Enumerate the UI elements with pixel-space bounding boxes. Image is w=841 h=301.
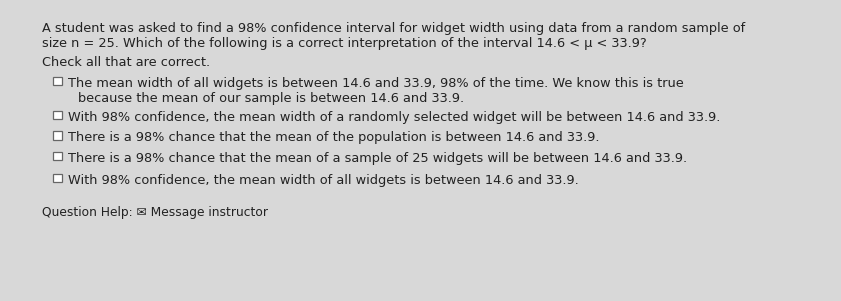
Text: With 98% confidence, the mean width of all widgets is between 14.6 and 33.9.: With 98% confidence, the mean width of a… <box>68 174 579 187</box>
Text: Question Help: ✉ Message instructor: Question Help: ✉ Message instructor <box>42 206 268 219</box>
Bar <box>54 152 62 160</box>
Bar <box>54 110 62 119</box>
Text: The mean width of all widgets is between 14.6 and 33.9, 98% of the time. We know: The mean width of all widgets is between… <box>68 77 685 90</box>
Text: size n = 25. Which of the following is a correct interpretation of the interval : size n = 25. Which of the following is a… <box>42 37 647 50</box>
Bar <box>54 77 62 85</box>
Bar <box>54 174 62 182</box>
Text: Check all that are correct.: Check all that are correct. <box>42 56 210 69</box>
Text: There is a 98% chance that the mean of the population is between 14.6 and 33.9.: There is a 98% chance that the mean of t… <box>68 131 600 144</box>
Text: With 98% confidence, the mean width of a randomly selected widget will be betwee: With 98% confidence, the mean width of a… <box>68 110 721 123</box>
Text: There is a 98% chance that the mean of a sample of 25 widgets will be between 14: There is a 98% chance that the mean of a… <box>68 152 688 165</box>
Text: A student was asked to find a 98% confidence interval for widget width using dat: A student was asked to find a 98% confid… <box>42 22 745 35</box>
Bar <box>54 131 62 140</box>
Text: because the mean of our sample is between 14.6 and 33.9.: because the mean of our sample is betwee… <box>78 92 464 105</box>
